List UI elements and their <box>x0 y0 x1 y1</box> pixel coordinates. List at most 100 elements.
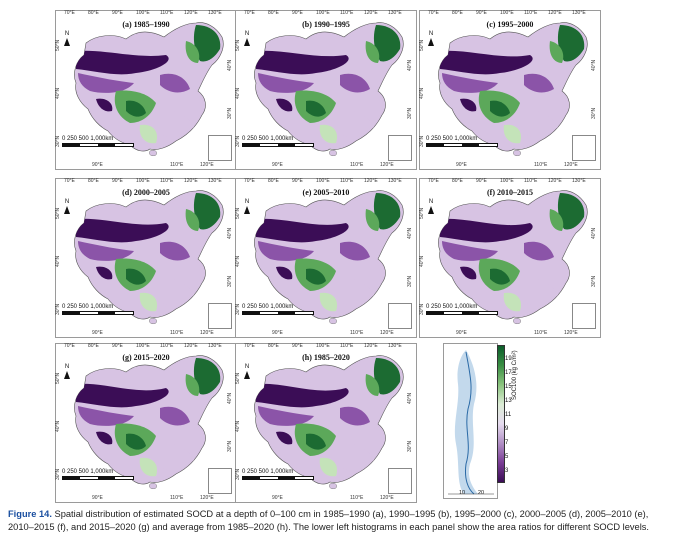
longitude-label: 90°E <box>272 495 283 501</box>
longitude-label: 120°E <box>200 162 214 168</box>
bottom-longitude-labels: 90°E 110°E 120°E <box>420 330 600 338</box>
caption-figure-number: Figure 14. <box>8 509 52 519</box>
latitude-label: 40°N <box>235 255 241 267</box>
longitude-label: 90°E <box>112 10 123 16</box>
top-longitude-labels: 70°E 80°E 90°E 100°E 110°E 120°E 130°E <box>56 343 236 351</box>
longitude-label: 120°E <box>364 178 378 184</box>
latitude-label: 30°N <box>55 468 61 480</box>
latitude-label: 30°N <box>227 107 233 119</box>
top-longitude-labels: 70°E 80°E 90°E 100°E 110°E 120°E 130°E <box>420 10 600 18</box>
longitude-label: 110°E <box>170 330 184 336</box>
panel-title: (a) 1985–1990 <box>122 20 170 29</box>
longitude-label: 80°E <box>268 10 279 16</box>
longitude-label: 130°E <box>208 178 222 184</box>
latitude-label: 40°N <box>235 87 241 99</box>
longitude-label: 90°E <box>292 10 303 16</box>
latitude-label: 40°N <box>227 227 233 239</box>
north-arrow-icon: N <box>428 199 434 214</box>
south-china-sea-inset <box>388 303 412 329</box>
colorbar-tick: 11 <box>505 412 512 418</box>
north-arrow-icon: N <box>244 364 250 379</box>
north-arrow-icon: N <box>64 199 70 214</box>
longitude-label: 90°E <box>476 178 487 184</box>
panel-title: (e) 2005–2010 <box>302 188 350 197</box>
longitude-label: 120°E <box>564 330 578 336</box>
map-panel: 70°E 80°E 90°E 100°E 110°E 120°E 130°E 90°E 110… <box>235 178 417 338</box>
map-panel: 70°E 80°E 90°E 100°E 110°E 120°E 130°E 90°E 110… <box>55 10 237 170</box>
longitude-label: 130°E <box>388 343 402 349</box>
longitude-label: 90°E <box>292 343 303 349</box>
longitude-label: 110°E <box>340 178 354 184</box>
north-arrow-icon: N <box>64 31 70 46</box>
longitude-label: 130°E <box>388 178 402 184</box>
longitude-label: 120°E <box>548 178 562 184</box>
latitude-label: 40°N <box>227 59 233 71</box>
scale-bar: 0 250 500 1,000km <box>62 136 134 147</box>
longitude-label: 110°E <box>340 343 354 349</box>
longitude-label: 80°E <box>88 10 99 16</box>
longitude-label: 120°E <box>380 162 394 168</box>
china-map <box>74 22 224 156</box>
colorbar-tick: 7 <box>505 440 509 446</box>
longitude-label: 120°E <box>364 10 378 16</box>
longitude-label: 120°E <box>200 495 214 501</box>
legend-histogram-panel: 10 20 <box>443 343 498 499</box>
china-map <box>74 190 224 324</box>
panel-title: (f) 2010–2015 <box>487 188 533 197</box>
latitude-label: 50°N <box>419 39 425 51</box>
longitude-label: 100°E <box>136 10 150 16</box>
longitude-label: 90°E <box>476 10 487 16</box>
latitude-label: 30°N <box>591 107 597 119</box>
latitude-label: 40°N <box>407 392 413 404</box>
latitude-label: 30°N <box>235 303 241 315</box>
figure-caption: Figure 14. Spatial distribution of estim… <box>8 508 672 534</box>
scale-bar: 0 250 500 1,000km <box>242 136 314 147</box>
north-arrow-icon: N <box>428 31 434 46</box>
panel-title: (d) 2000–2005 <box>122 188 170 197</box>
longitude-label: 110°E <box>160 10 174 16</box>
colorbar-tick: 13 <box>505 398 512 404</box>
longitude-label: 120°E <box>380 330 394 336</box>
bottom-longitude-labels: 90°E 110°E 120°E <box>236 330 416 338</box>
hist-x-tick: 20 <box>478 490 485 496</box>
colorbar-tick: 15 <box>505 384 512 390</box>
longitude-label: 100°E <box>136 343 150 349</box>
bottom-longitude-labels: 90°E 110°E 120°E <box>236 162 416 170</box>
latitude-label: 40°N <box>227 392 233 404</box>
bottom-longitude-labels: 90°E 110°E 120°E <box>420 162 600 170</box>
latitude-label: 50°N <box>235 372 241 384</box>
colorbar-ticks: 19 17 15 13 11 9 7 5 3 <box>505 345 519 481</box>
map-panel: 70°E 80°E 90°E 100°E 110°E 120°E 130°E 90°E 110… <box>235 343 417 503</box>
longitude-label: 80°E <box>88 343 99 349</box>
scale-bar: 0 250 500 1,000km <box>62 469 134 480</box>
latitude-label: 40°N <box>407 59 413 71</box>
longitude-label: 110°E <box>524 10 538 16</box>
longitude-label: 90°E <box>272 162 283 168</box>
longitude-label: 70°E <box>64 343 75 349</box>
longitude-label: 120°E <box>200 330 214 336</box>
latitude-label: 50°N <box>55 207 61 219</box>
longitude-label: 70°E <box>244 10 255 16</box>
colorbar <box>497 345 505 483</box>
panel-title: (c) 1995–2000 <box>486 20 534 29</box>
latitude-label: 50°N <box>55 39 61 51</box>
south-china-sea-inset <box>572 303 596 329</box>
colorbar-tick: 17 <box>505 370 512 376</box>
longitude-label: 90°E <box>292 178 303 184</box>
top-longitude-labels: 70°E 80°E 90°E 100°E 110°E 120°E 130°E <box>236 343 416 351</box>
colorbar-title: SOC100 (kg C/m²) <box>512 350 518 400</box>
latitude-label: 30°N <box>419 303 425 315</box>
latitude-label: 30°N <box>227 440 233 452</box>
china-map <box>254 355 404 489</box>
scale-bar: 0 250 500 1,000km <box>62 304 134 315</box>
latitude-label: 30°N <box>235 135 241 147</box>
latitude-label: 50°N <box>235 39 241 51</box>
latitude-label: 30°N <box>407 107 413 119</box>
longitude-label: 80°E <box>452 10 463 16</box>
longitude-label: 100°E <box>500 10 514 16</box>
longitude-label: 70°E <box>64 178 75 184</box>
latitude-label: 40°N <box>55 420 61 432</box>
longitude-label: 130°E <box>572 178 586 184</box>
longitude-label: 110°E <box>534 330 548 336</box>
latitude-label: 40°N <box>419 87 425 99</box>
